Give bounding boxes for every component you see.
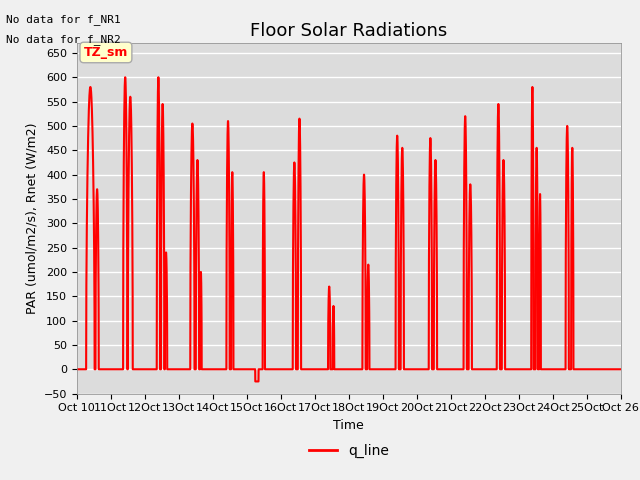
Text: No data for f_NR2: No data for f_NR2 (6, 34, 121, 45)
Title: Floor Solar Radiations: Floor Solar Radiations (250, 22, 447, 40)
Text: No data for f_NR1: No data for f_NR1 (6, 14, 121, 25)
X-axis label: Time: Time (333, 419, 364, 432)
Legend: q_line: q_line (303, 439, 394, 464)
Text: TZ_sm: TZ_sm (84, 46, 128, 59)
Y-axis label: PAR (umol/m2/s), Rnet (W/m2): PAR (umol/m2/s), Rnet (W/m2) (25, 123, 38, 314)
